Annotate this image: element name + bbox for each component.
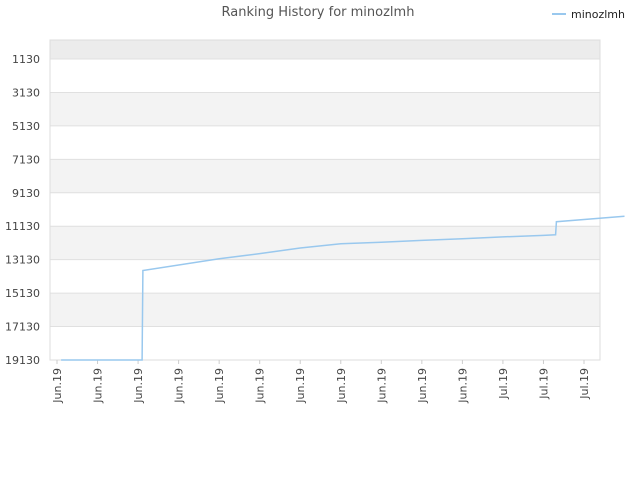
y-tick-label: 15130 [5, 287, 40, 300]
x-tick-label: Jun.19 [294, 368, 307, 404]
y-tick-label: 11130 [5, 220, 40, 233]
y-tick-label: 3130 [12, 86, 40, 99]
y-tick-label: 17130 [5, 321, 40, 334]
y-tick-label: 1130 [12, 53, 40, 66]
x-tick-label: Jun.19 [335, 368, 348, 404]
x-tick-label: Jun.19 [456, 368, 469, 404]
series-line-minozlmh [61, 215, 625, 361]
x-tick-label: Jun.19 [132, 368, 145, 404]
band [50, 92, 600, 126]
x-tick-label: Jun.19 [92, 368, 105, 404]
band [50, 293, 600, 327]
x-tick-label: Jun.19 [254, 368, 267, 404]
y-tick-label: 13130 [5, 254, 40, 267]
x-tick-label: Jun.19 [375, 368, 388, 404]
y-tick-label: 19130 [5, 354, 40, 367]
x-tick-label: Jun.19 [51, 368, 64, 404]
series-layer [61, 215, 625, 361]
x-tick-label: Jul.19 [578, 368, 591, 400]
band [50, 159, 600, 193]
x-tick-label: Jul.19 [497, 368, 510, 400]
y-tick-label: 7130 [12, 153, 40, 166]
plot-background-bands [50, 40, 600, 327]
legend-label-minozlmh: minozlmh [571, 8, 625, 21]
y-tick-label: 5130 [12, 120, 40, 133]
x-tick-label: Jun.19 [173, 368, 186, 404]
band-top [50, 40, 600, 59]
band [50, 226, 600, 260]
x-axis-tick-labels: Jun.19 Jun.19 Jun.19 Jun.19 Jun.19 Jun.19 Jun.… [51, 360, 591, 404]
x-tick-label: Jun.19 [416, 368, 429, 404]
plot-border [49, 39, 601, 361]
x-tick-label: Jun.19 [213, 368, 226, 404]
legend: minozlmh [552, 8, 625, 21]
y-axis-tick-labels: 1130 3130 5130 7130 9130 11130 13130 15130 17130… [5, 53, 40, 367]
x-tick-label: Jul.19 [537, 368, 550, 400]
chart-title: Ranking History for minozlmh [222, 5, 415, 20]
y-tick-label: 9130 [12, 187, 40, 200]
